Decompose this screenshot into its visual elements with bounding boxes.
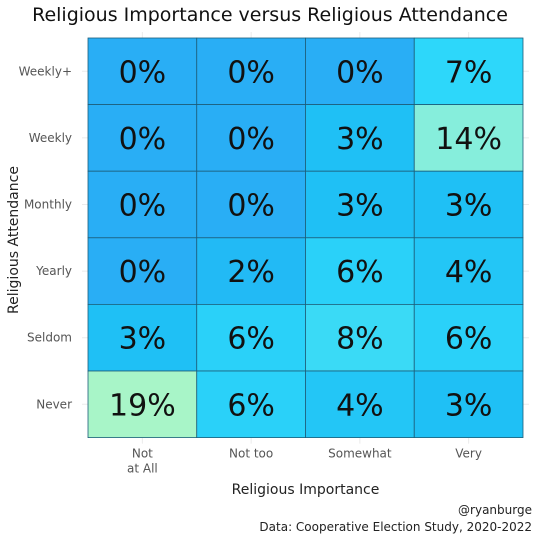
y-tick-label: Never: [36, 397, 72, 411]
cell-value-label: 2%: [227, 255, 275, 290]
heatmap-cell: [305, 104, 415, 172]
cell-value-label: 0%: [336, 55, 384, 90]
heatmap-cell: [413, 237, 524, 305]
x-tick-label: Not at All: [127, 447, 158, 476]
heatmap-cell: [413, 303, 524, 372]
heatmap-cell: [305, 303, 415, 372]
cell-value-label: 6%: [336, 255, 384, 290]
cell-value-label: 0%: [227, 189, 275, 224]
cell-value-label: 6%: [227, 388, 275, 423]
heatmap-cell: [87, 370, 198, 438]
chart-title: Religious Importance versus Religious At…: [32, 4, 508, 26]
cell-value-label: 0%: [227, 122, 275, 157]
heatmap-cell: [196, 37, 306, 105]
cell-value-label: 3%: [445, 388, 493, 423]
cell-value-label: 14%: [435, 122, 502, 157]
cell-value-label: 0%: [119, 189, 167, 224]
cell-value-label: 0%: [119, 55, 167, 90]
cell-value-label: 6%: [227, 322, 275, 357]
y-tick-label: Seldom: [27, 331, 72, 345]
cell-value-label: 3%: [336, 122, 384, 157]
cell-value-label: 0%: [227, 55, 275, 90]
y-tick-label: Monthly: [24, 198, 72, 212]
heatmap-cell: [305, 370, 415, 438]
y-tick-label: Yearly: [35, 264, 72, 278]
heatmap-cell: [87, 104, 198, 172]
cell-value-label: 4%: [445, 255, 493, 290]
heatmap-cell: [196, 104, 306, 172]
x-tick-label: Not too: [229, 447, 273, 461]
heatmap-cell: [196, 303, 306, 372]
credit: @ryanburge Data: Cooperative Election St…: [259, 502, 532, 536]
heatmap-cell: [196, 237, 306, 305]
y-tick-label: Weekly+: [19, 64, 72, 78]
cell-value-label: 0%: [119, 122, 167, 157]
y-tick-label: Weekly: [29, 131, 72, 145]
cell-value-label: 0%: [119, 255, 167, 290]
cell-value-label: 7%: [445, 55, 493, 90]
cell-value-label: 19%: [109, 388, 176, 423]
heatmap-cell: [305, 237, 415, 305]
cell-value-label: 3%: [119, 322, 167, 357]
cell-value-label: 6%: [445, 322, 493, 357]
heatmap-cell: [87, 303, 198, 372]
cell-value-label: 8%: [336, 322, 384, 357]
cell-value-label: 4%: [336, 388, 384, 423]
x-axis-title: Religious Importance: [231, 482, 380, 498]
credit-source: Data: Cooperative Election Study, 2020-2…: [259, 520, 532, 534]
heatmap-cell: [87, 37, 198, 105]
credit-handle: @ryanburge: [458, 503, 532, 517]
x-tick-label: Very: [455, 447, 482, 461]
heatmap-cell: [196, 170, 306, 239]
heatmap-cell: [196, 370, 306, 438]
x-tick-label: Somewhat: [328, 447, 392, 461]
heatmap-cell: [305, 170, 415, 239]
cell-value-label: 3%: [445, 189, 493, 224]
heatmap-cell: [413, 370, 524, 438]
heatmap-cell: [87, 237, 198, 305]
heatmap-cell: [413, 104, 524, 172]
cell-value-label: 3%: [336, 189, 384, 224]
heatmap-cell: [413, 170, 524, 239]
